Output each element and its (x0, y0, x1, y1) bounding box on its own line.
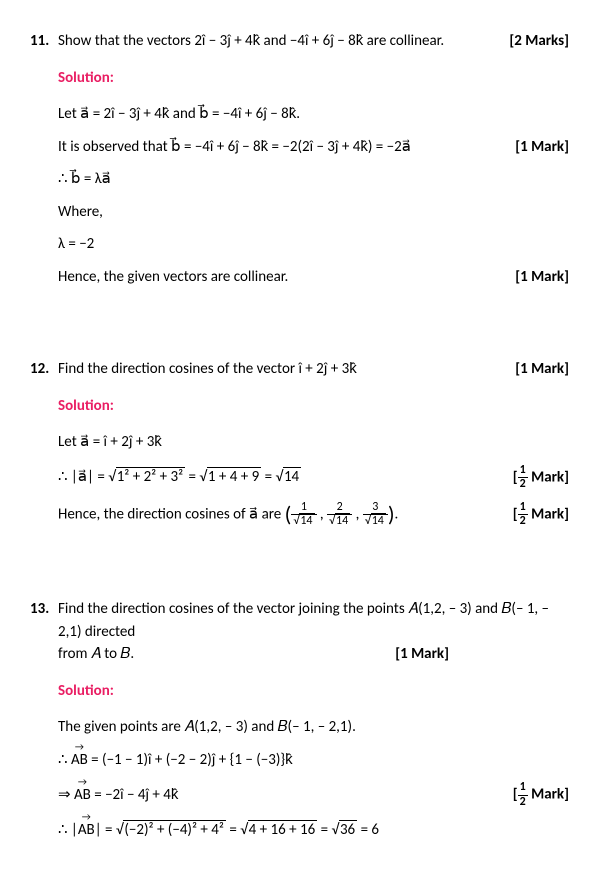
step-text: Hence, the direction cosines of a⃗ are (… (58, 501, 501, 528)
vector-ab: AB (71, 749, 88, 772)
sqrt-content: 1² + 2² + 3² (116, 467, 185, 486)
question-content: Find the direction cosines of the vector… (58, 358, 569, 381)
step-text: Where, (58, 201, 569, 224)
step-part: = (226, 821, 240, 839)
step-part: Hence, the direction cosines of a⃗ are (58, 505, 285, 523)
step-part: = (185, 468, 199, 486)
mark-label: [1 Mark] (515, 136, 569, 159)
question-row: 11. Show that the vectors 2î − 3ĵ + 4k̂ … (30, 30, 569, 53)
step-part: = (−1 − 1)î + (−2 − 2)ĵ + {1 − (−3)}k̂ (88, 751, 293, 769)
solution-heading: Solution: (58, 680, 569, 703)
step-text: It is observed that b⃗ = −4î + 6ĵ − 8k̂ … (58, 136, 503, 159)
sqrt-content: 14 (335, 513, 350, 528)
step-part: = −2î − 4ĵ + 4k̂ (91, 786, 179, 804)
frac-den: 2 (518, 478, 528, 491)
step-text: ∴ |a⃗| = 1² + 2² + 3² = 1 + 4 + 9 = 14 (58, 466, 501, 489)
step-part: ∴ (58, 751, 71, 769)
sqrt-content: 14 (371, 513, 386, 528)
question-number: 12. (30, 358, 58, 381)
frac-den: 14 (327, 515, 352, 528)
mark-suffix: Mark] (528, 505, 569, 523)
sqrt-content: 14 (283, 467, 301, 486)
step-text: Hence, the given vectors are collinear. (58, 266, 503, 289)
question-text: Show that the vectors 2î − 3ĵ + 4k̂ and … (58, 30, 497, 53)
frac-den: 14 (291, 515, 316, 528)
question-11: 11. Show that the vectors 2î − 3ĵ + 4k̂ … (30, 30, 569, 288)
mark-label: [1 Mark] (515, 358, 569, 381)
step-part: = (261, 468, 275, 486)
sqrt-icon (240, 821, 247, 839)
question-row: 13. Find the direction cosines of the ve… (30, 598, 569, 666)
sqrt-content: 36 (339, 820, 357, 839)
mark-label: [2 Marks] (509, 30, 569, 53)
question-text: Find the direction cosines of the vector… (58, 358, 503, 381)
question-text-line2: from 𝐴 to 𝐵. (58, 643, 383, 666)
mark-label: [1 Mark] (395, 643, 449, 666)
sqrt-content: (−2)² + (−4)² + 4² (123, 820, 226, 839)
frac-num: 1 (518, 464, 528, 478)
open-paren-icon: ( (285, 501, 292, 528)
sqrt-icon (331, 821, 338, 839)
question-content: Find the direction cosines of the vector… (58, 598, 569, 666)
vector-ab: AB (78, 819, 95, 842)
sqrt-content: 1 + 4 + 9 (207, 467, 261, 486)
question-content: Show that the vectors 2î − 3ĵ + 4k̂ and … (58, 30, 569, 53)
step-text: The given points are 𝐴(1,2, – 3) and 𝐵(–… (58, 716, 569, 739)
step-part: . (395, 505, 399, 523)
step-part: ∴ |a⃗| = (58, 468, 108, 486)
sqrt-icon (199, 468, 206, 486)
step-text: ⇒ AB = −2î − 4ĵ + 4k̂ (58, 784, 501, 807)
frac-den: 2 (518, 515, 528, 528)
mark-suffix: Mark] (528, 786, 569, 804)
question-number: 11. (30, 30, 58, 53)
close-paren-icon: ) (388, 501, 395, 528)
step-text: ∴ AB = (−1 − 1)î + (−2 − 2)ĵ + {1 − (−3)… (58, 749, 569, 772)
step-part: ⇒ (58, 786, 74, 804)
sqrt-icon (275, 468, 282, 486)
sqrt-icon (108, 468, 115, 486)
question-text-line1: Find the direction cosines of the vector… (58, 598, 569, 643)
question-row: 12. Find the direction cosines of the ve… (30, 358, 569, 381)
mark-suffix: Mark] (528, 468, 569, 486)
step-text: Let a⃗ = 2î − 3ĵ + 4k̂ and b⃗ = −4î + 6ĵ… (58, 103, 569, 126)
mark-label: [12 Mark] (513, 501, 569, 528)
frac-num: 1 (518, 501, 528, 515)
vector-ab: AB (74, 784, 91, 807)
step-text: ∴ |AB| = (−2)² + (−4)² + 4² = 4 + 16 + 1… (58, 819, 569, 842)
sqrt-content: 14 (299, 513, 314, 528)
solution-heading: Solution: (58, 395, 569, 418)
frac-den: 2 (518, 796, 528, 809)
step-text: λ = −2 (58, 233, 569, 256)
frac-den: 14 (363, 515, 388, 528)
step-part: = (317, 821, 331, 839)
frac-num: 1 (518, 781, 528, 795)
step-part: | = (95, 821, 116, 839)
step-part: = 6 (357, 821, 379, 839)
question-12: 12. Find the direction cosines of the ve… (30, 358, 569, 528)
step-part: ∴ | (58, 821, 78, 839)
step-text: ∴ b⃗ = λa⃗ (58, 168, 569, 191)
solution-heading: Solution: (58, 67, 569, 90)
sqrt-icon (365, 514, 371, 528)
step-text: Let a⃗ = î + 2ĵ + 3k̂ (58, 431, 569, 454)
mark-label: [12 Mark] (513, 464, 569, 491)
sqrt-content: 4 + 16 + 16 (248, 820, 318, 839)
question-number: 13. (30, 598, 58, 666)
question-13: 13. Find the direction cosines of the ve… (30, 598, 569, 841)
mark-label: [1 Mark] (515, 266, 569, 289)
mark-label: [12 Mark] (513, 781, 569, 808)
